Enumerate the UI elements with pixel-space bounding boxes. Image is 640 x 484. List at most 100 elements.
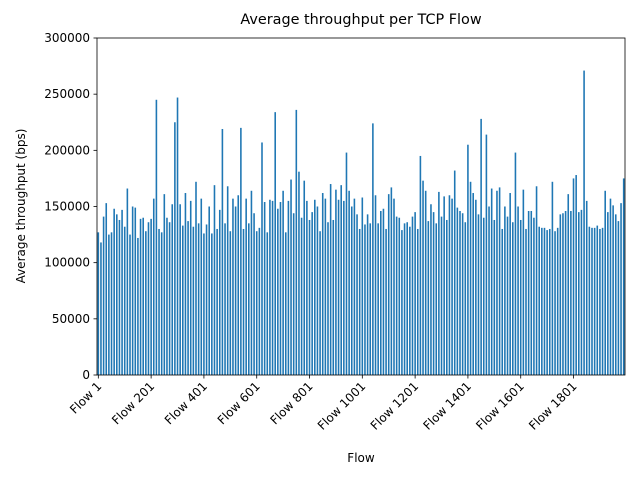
bar — [142, 217, 144, 375]
bar — [411, 216, 414, 375]
bar — [171, 204, 174, 375]
chart-title: Average throughput per TCP Flow — [240, 12, 481, 28]
bar — [472, 193, 474, 375]
bar — [432, 212, 435, 375]
bar — [535, 186, 538, 375]
bar — [205, 224, 208, 375]
bar — [284, 232, 287, 375]
plot-frame — [96, 37, 626, 376]
bar — [184, 193, 187, 375]
bar — [562, 213, 564, 375]
bar — [480, 118, 482, 375]
bar — [514, 152, 517, 375]
x-tick-label: Flow 801 — [267, 379, 315, 427]
bar — [488, 206, 490, 375]
bar — [538, 226, 540, 375]
bar — [253, 213, 255, 375]
bar — [211, 233, 213, 375]
bar — [438, 191, 440, 375]
bar — [166, 217, 168, 375]
bar — [131, 206, 134, 375]
bar — [580, 209, 583, 375]
x-tick-label: Flow 401 — [162, 379, 210, 427]
bar — [356, 214, 358, 375]
bar — [461, 213, 464, 375]
bar — [160, 232, 163, 375]
bar — [390, 187, 393, 375]
bar — [298, 171, 300, 375]
bar — [406, 222, 408, 375]
y-tick-label: 200000 — [44, 143, 90, 157]
bar — [295, 109, 298, 375]
bar — [409, 226, 411, 375]
bar — [308, 219, 311, 375]
bar — [427, 221, 430, 375]
bar — [469, 181, 472, 375]
bar — [387, 194, 390, 375]
bar — [200, 198, 203, 375]
bar — [398, 217, 401, 375]
bar — [139, 218, 142, 375]
x-tick-label: Flow 1601 — [473, 379, 527, 433]
bar — [319, 231, 321, 375]
bar — [451, 198, 453, 375]
x-tick-label: Flow 1401 — [420, 379, 474, 433]
bar — [345, 152, 348, 375]
bar — [546, 230, 548, 375]
bar — [482, 217, 485, 375]
bar — [195, 181, 197, 375]
bar — [572, 178, 575, 375]
bar — [261, 142, 263, 375]
bar — [232, 198, 234, 375]
y-axis-label: Average throughput (bps) — [14, 129, 28, 284]
bar — [554, 231, 556, 375]
bar — [490, 188, 493, 375]
bar — [601, 227, 604, 375]
bar — [100, 242, 102, 375]
bar — [585, 200, 588, 375]
bar — [366, 214, 369, 375]
bar — [620, 203, 622, 375]
bar — [622, 178, 625, 375]
bar — [126, 188, 129, 375]
bar — [258, 227, 261, 375]
bar — [485, 134, 488, 375]
bar — [282, 190, 284, 375]
bar — [512, 222, 514, 375]
bar — [168, 222, 171, 375]
bar — [271, 200, 274, 375]
bar — [108, 234, 110, 375]
bar — [559, 214, 562, 375]
bar — [116, 214, 118, 375]
bar — [506, 216, 509, 375]
bar — [551, 181, 554, 375]
bar — [303, 180, 306, 375]
bar — [583, 70, 585, 376]
bar — [588, 226, 591, 375]
bar — [443, 196, 445, 375]
bar — [567, 194, 570, 375]
bar — [570, 210, 572, 375]
x-tick-label: Flow 1201 — [368, 379, 422, 433]
bar — [435, 223, 438, 375]
x-tick-label: Flow 1 — [67, 379, 104, 416]
bar — [377, 223, 379, 375]
y-tick-label: 100000 — [44, 256, 90, 270]
y-tick-label: 0 — [82, 368, 90, 382]
bar — [121, 209, 123, 375]
bar — [263, 202, 266, 375]
bar — [340, 185, 342, 375]
bar — [245, 198, 247, 375]
bar — [327, 222, 329, 375]
bar — [533, 217, 535, 375]
bar — [422, 180, 424, 375]
bar — [277, 208, 279, 375]
x-tick-label: Flow 1801 — [526, 379, 580, 433]
bar — [477, 214, 480, 375]
bar — [129, 234, 131, 375]
bar — [440, 216, 443, 375]
bar — [182, 225, 184, 375]
bar — [517, 206, 519, 375]
bar — [453, 170, 456, 375]
bar — [324, 198, 327, 375]
